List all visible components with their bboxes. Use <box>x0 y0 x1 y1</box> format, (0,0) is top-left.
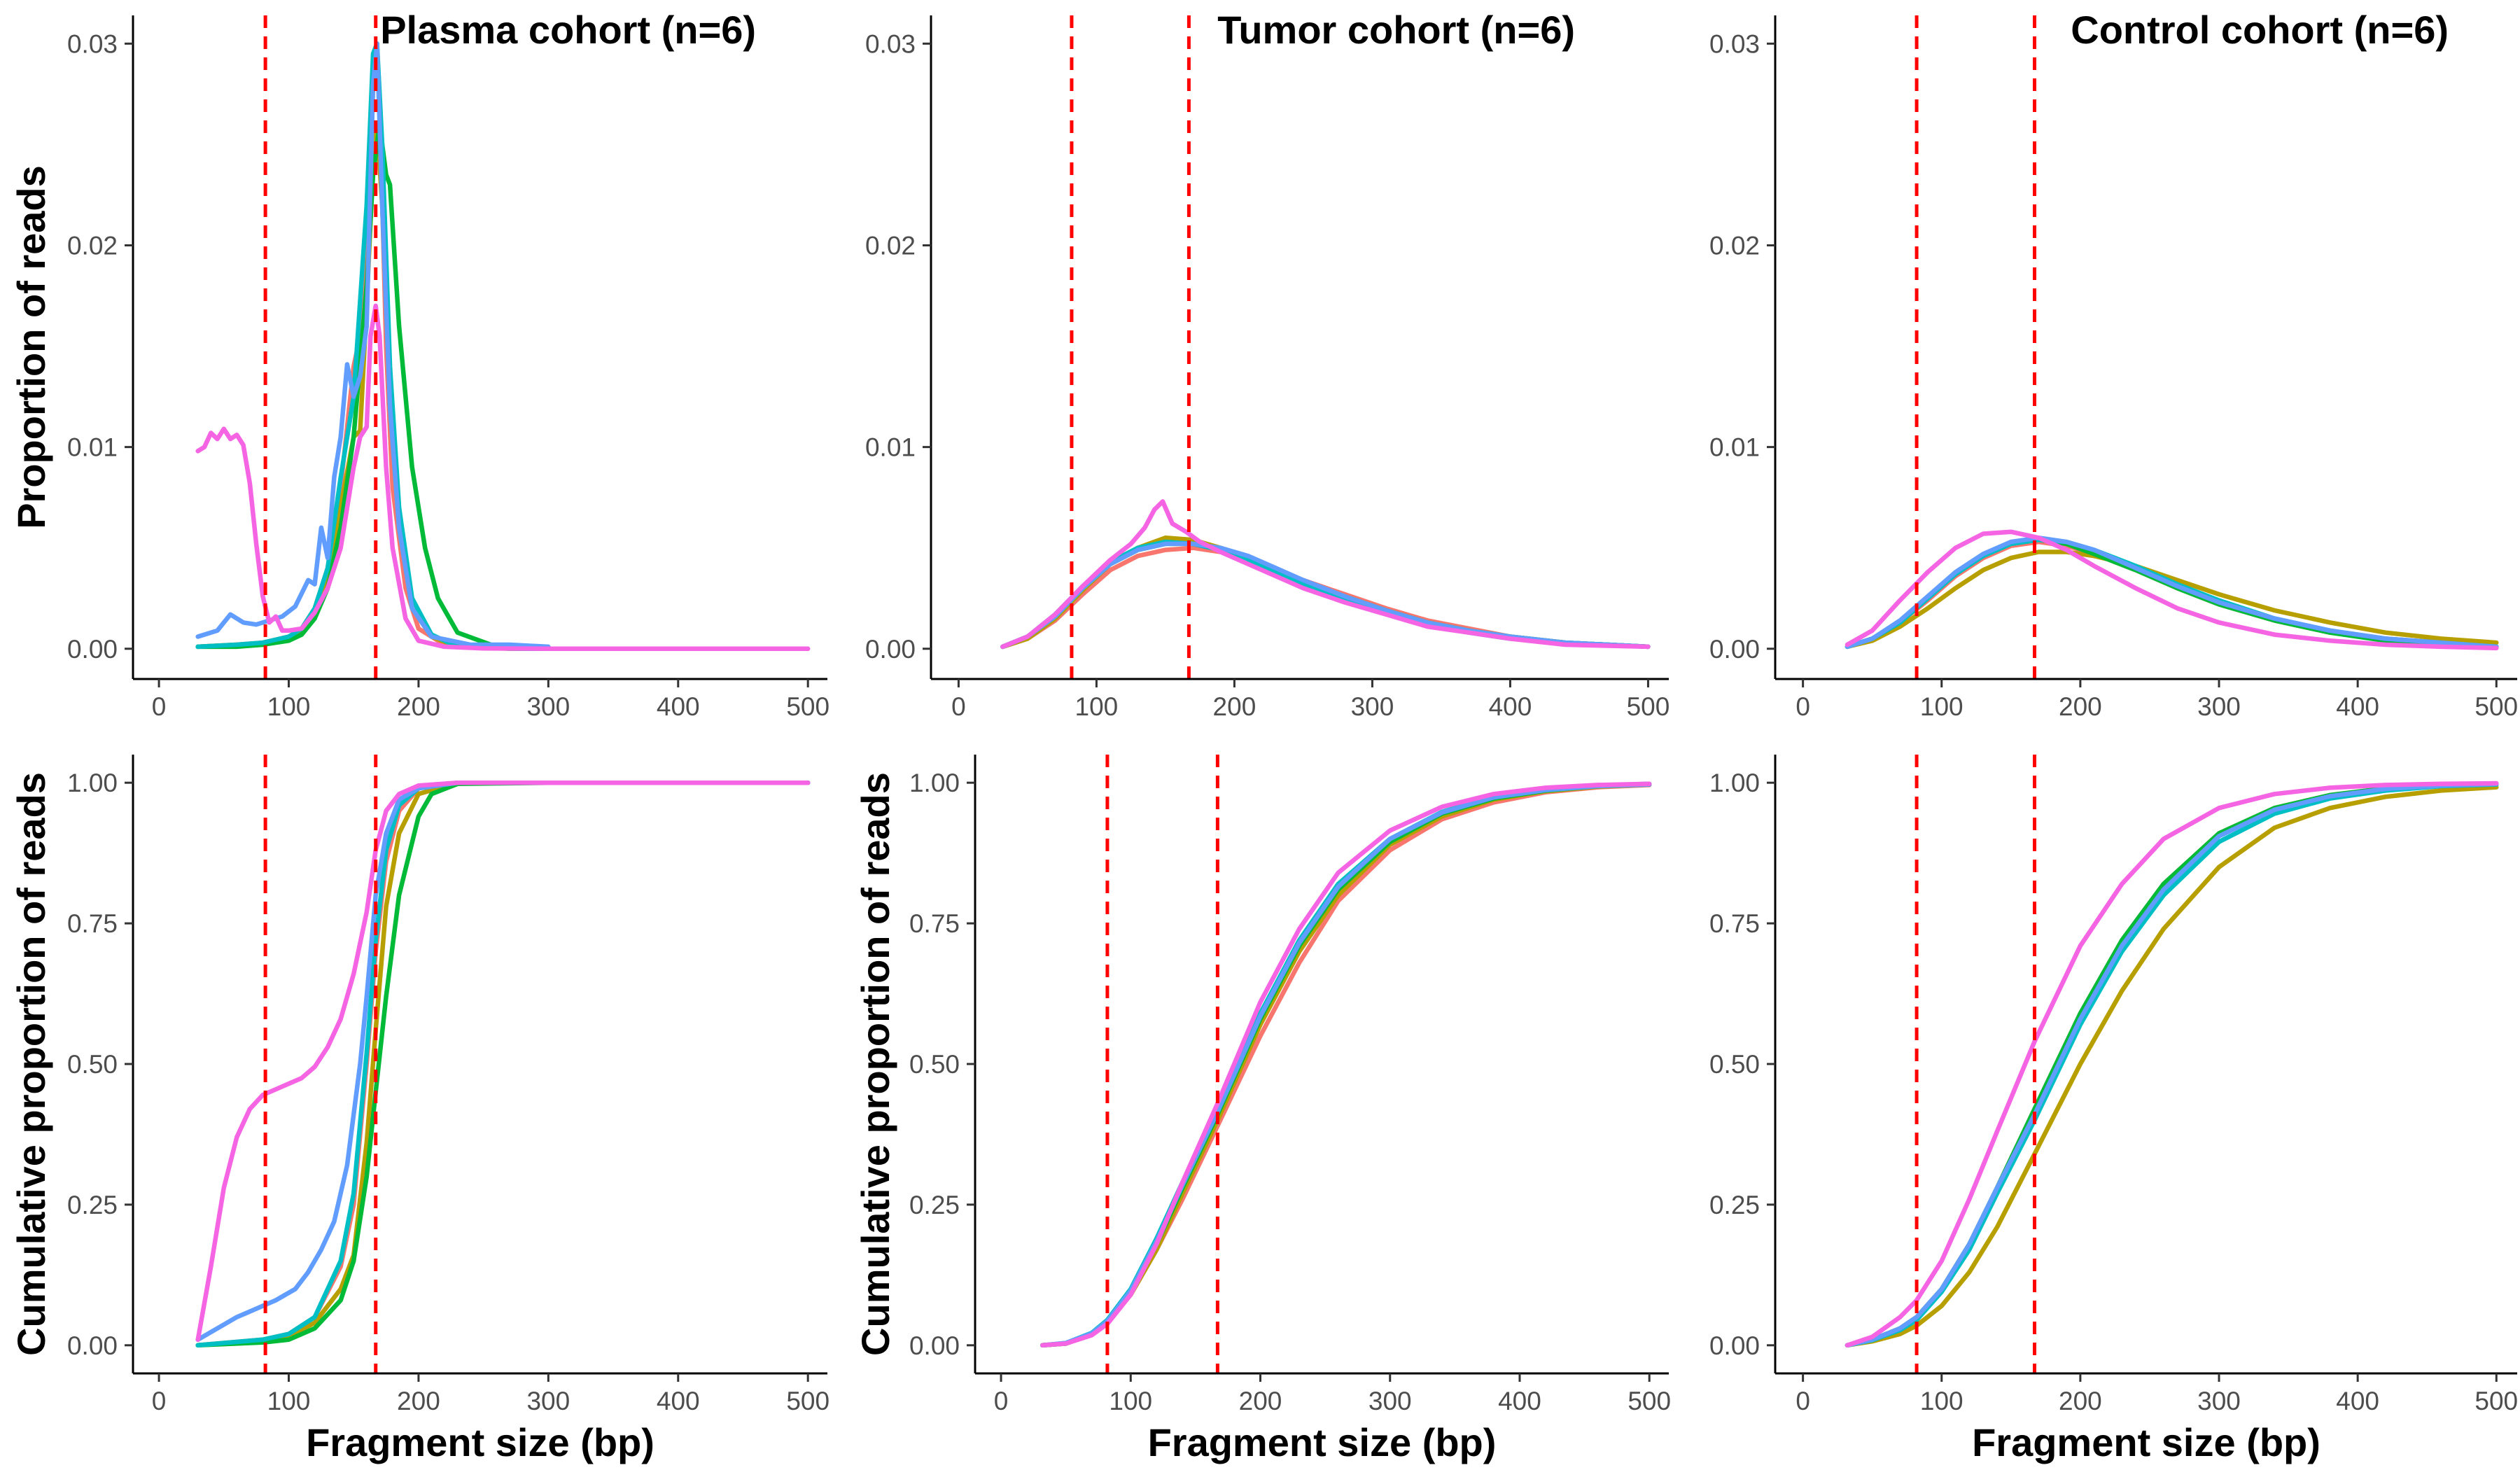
x-tick-label: 200 <box>1213 692 1256 721</box>
x-tick-label: 100 <box>1920 692 1963 721</box>
y-tick-label: 0.50 <box>909 1050 960 1079</box>
panel-control-cumulative: 0 100 200 300 400 500 0.00 0.25 0.50 0.75 1.00 Frag… <box>1709 755 2518 1464</box>
series-line-3 <box>195 780 811 1348</box>
series-line-6 <box>1000 499 1651 650</box>
series-line-6 <box>195 303 811 652</box>
y-tick-label: 0.00 <box>67 1331 118 1360</box>
series-line-3 <box>195 122 551 652</box>
series-line-2 <box>1844 550 2499 650</box>
y-tick-label: 0.01 <box>1709 433 1760 462</box>
x-axis-title: Fragment size (bp) <box>1972 1420 2320 1464</box>
y-tick-label: 0.03 <box>865 29 916 58</box>
panel-title: Tumor cohort (n=6) <box>1217 8 1575 52</box>
y-tick-label: 1.00 <box>909 769 960 797</box>
x-tick-label: 500 <box>786 692 830 721</box>
y-tick-label: 0.03 <box>67 29 118 58</box>
x-tick-label: 100 <box>1920 1387 1963 1415</box>
y-tick-label: 0.03 <box>1709 29 1760 58</box>
y-tick-label: 0.00 <box>1709 635 1760 664</box>
y-tick-label: 0.02 <box>865 231 916 260</box>
y-tick-label: 0.25 <box>67 1191 118 1219</box>
x-tick-label: 200 <box>1239 1387 1282 1415</box>
y-tick-label: 0.00 <box>909 1331 960 1360</box>
x-tick-label: 300 <box>2197 1387 2241 1415</box>
x-tick-label: 0 <box>994 1387 1009 1415</box>
y-tick-label: 1.00 <box>1709 769 1760 797</box>
x-axis-title: Fragment size (bp) <box>1148 1420 1497 1464</box>
panel-tumor-cumulative: 0 100 200 300 400 500 0.00 0.25 0.50 0.75 1.00 Frag… <box>853 755 1671 1464</box>
y-tick-label: 0.00 <box>67 635 118 664</box>
series-line-5 <box>1844 536 2499 650</box>
y-tick-label: 1.00 <box>67 769 118 797</box>
series-line-5 <box>195 780 811 1343</box>
x-tick-label: 400 <box>657 1387 700 1415</box>
x-tick-label: 100 <box>1075 692 1119 721</box>
x-tick-label: 0 <box>1795 1387 1810 1415</box>
x-tick-label: 400 <box>1498 1387 1541 1415</box>
x-tick-label: 0 <box>152 692 167 721</box>
panel-title: Control cohort (n=6) <box>2071 8 2449 52</box>
y-tick-label: 0.00 <box>865 635 916 664</box>
y-tick-label: 0.01 <box>865 433 916 462</box>
x-tick-label: 300 <box>2197 692 2241 721</box>
x-tick-label: 400 <box>657 692 700 721</box>
x-tick-label: 300 <box>526 1387 570 1415</box>
y-axis-title: Cumulative proportion of reads <box>853 772 897 1356</box>
x-tick-label: 0 <box>152 1387 167 1415</box>
y-tick-label: 0.50 <box>1709 1050 1760 1079</box>
y-tick-label: 0.75 <box>67 909 118 938</box>
panel-title: Plasma cohort (n=6) <box>380 8 756 52</box>
panel-control-density: 0 100 200 300 400 500 0.00 0.01 0.02 0.03 Control … <box>1709 8 2518 721</box>
series-line-3 <box>1844 781 2499 1348</box>
y-axis-title: Proportion of reads <box>9 165 53 529</box>
series-line-1 <box>1844 781 2499 1348</box>
x-tick-label: 300 <box>526 692 570 721</box>
panel-plasma-cumulative: 0 100 200 300 400 500 0.00 0.25 0.50 0.75 1.00 Frag… <box>9 755 830 1464</box>
x-tick-label: 200 <box>2059 692 2102 721</box>
x-tick-label: 0 <box>1795 692 1810 721</box>
series-line-6 <box>1040 781 1652 1348</box>
y-tick-label: 0.25 <box>1709 1191 1760 1219</box>
y-tick-label: 0.01 <box>67 433 118 462</box>
x-tick-label: 500 <box>2474 692 2518 721</box>
series-line-6 <box>1844 529 2499 651</box>
y-tick-label: 0.02 <box>1709 231 1760 260</box>
x-axis-title: Fragment size (bp) <box>306 1420 654 1464</box>
x-tick-label: 100 <box>267 692 311 721</box>
x-tick-label: 400 <box>1489 692 1532 721</box>
x-tick-label: 300 <box>1351 692 1394 721</box>
y-tick-label: 0.25 <box>909 1191 960 1219</box>
x-tick-label: 500 <box>2474 1387 2518 1415</box>
panel-tumor-density: 0 100 200 300 400 500 0.00 0.01 0.02 0.03 Tumor co… <box>865 8 1670 721</box>
y-tick-label: 0.50 <box>67 1050 118 1079</box>
y-tick-label: 0.00 <box>1709 1331 1760 1360</box>
x-tick-label: 300 <box>1368 1387 1412 1415</box>
panel-plasma-density: 0 100 200 300 400 500 0.00 0.01 0.02 0.03 Plasma c… <box>9 8 830 721</box>
x-tick-label: 500 <box>1627 692 1670 721</box>
x-tick-label: 200 <box>2059 1387 2102 1415</box>
x-tick-label: 0 <box>951 692 966 721</box>
x-tick-label: 400 <box>2336 1387 2379 1415</box>
series-line-6 <box>195 780 811 1343</box>
x-tick-label: 200 <box>397 692 440 721</box>
x-tick-label: 200 <box>397 1387 440 1415</box>
series-line-4 <box>195 780 811 1348</box>
series-line-5 <box>195 41 551 650</box>
series-line-6 <box>1844 780 2499 1348</box>
x-tick-label: 400 <box>2336 692 2379 721</box>
x-tick-label: 100 <box>267 1387 311 1415</box>
series-line-1 <box>195 780 811 1348</box>
y-tick-label: 0.75 <box>909 909 960 938</box>
x-tick-label: 500 <box>786 1387 830 1415</box>
series-line-4 <box>1844 782 2499 1348</box>
series-line-2 <box>195 780 811 1348</box>
y-axis-title: Cumulative proportion of reads <box>9 772 53 1356</box>
x-tick-label: 100 <box>1109 1387 1152 1415</box>
x-tick-label: 500 <box>1628 1387 1671 1415</box>
y-tick-label: 0.75 <box>1709 909 1760 938</box>
y-tick-label: 0.02 <box>67 231 118 260</box>
series-line-2 <box>1844 785 2499 1348</box>
series-line-5 <box>1844 781 2499 1348</box>
